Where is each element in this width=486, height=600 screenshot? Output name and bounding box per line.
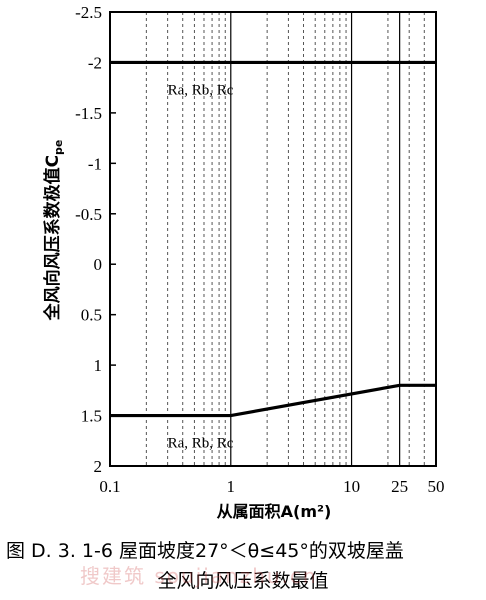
y-tick-label: 0.5: [81, 306, 102, 325]
x-tick-label: 0.1: [99, 477, 120, 496]
x-tick-label: 25: [391, 477, 408, 496]
y-axis-label: 全风向风压系数极值Cpe: [42, 140, 65, 322]
figure-caption-line1: 图 D. 3. 1-6 屋面坡度27°＜θ≤45°的双坡屋盖: [6, 540, 404, 562]
y-tick-label: -2.5: [75, 3, 102, 22]
x-axis-label: 从属面积A(m²): [217, 502, 332, 521]
series-layer: Ra, Rb, Rc Ra, Rb, Rc: [110, 60, 436, 452]
x-tick-label: 50: [428, 477, 445, 496]
y-tick-label: 1: [94, 356, 103, 375]
label-layer: 全风向风压系数极值Cpe 从属面积A(m²): [42, 140, 331, 521]
y-tick-label: 0: [94, 255, 103, 274]
y-tick-label: 1.5: [81, 407, 102, 426]
y-tick-label: -1: [88, 154, 102, 173]
y-axis-label-sub: pe: [52, 140, 65, 155]
watermark: 搜建筑 soujianzhu.cn: [80, 564, 318, 588]
plot-frame: [109, 11, 437, 467]
y-tick-label: -0.5: [75, 205, 102, 224]
y-tick-label: -2: [88, 53, 102, 72]
x-tick-label: 1: [227, 477, 236, 496]
y-tick-label: 2: [94, 457, 103, 476]
x-tick-label: 10: [343, 477, 360, 496]
figure-caption-line2: 全风向风压系数最值: [157, 570, 329, 592]
series-label-1: Ra, Rb, Rc: [168, 82, 234, 98]
y-tick-label: -1.5: [75, 104, 102, 123]
series-line-2: [110, 383, 436, 418]
tick-layer: -2.5 -2 -1.5 -1 -0.5 0 0.5 1 1.5 20.1 1 10 25 50: [75, 3, 444, 496]
chart: Ra, Rb, Rc Ra, Rb, Rc -2.5 -2 -1.5 -1 -0.5 0 0.…: [42, 3, 445, 521]
series-label-2: Ra, Rb, Rc: [168, 436, 234, 452]
grid-layer: [145, 12, 425, 466]
